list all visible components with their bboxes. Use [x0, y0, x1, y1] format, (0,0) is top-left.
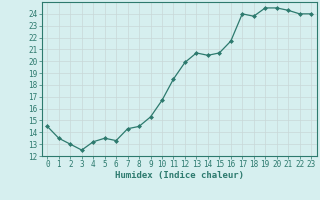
X-axis label: Humidex (Indice chaleur): Humidex (Indice chaleur) [115, 171, 244, 180]
